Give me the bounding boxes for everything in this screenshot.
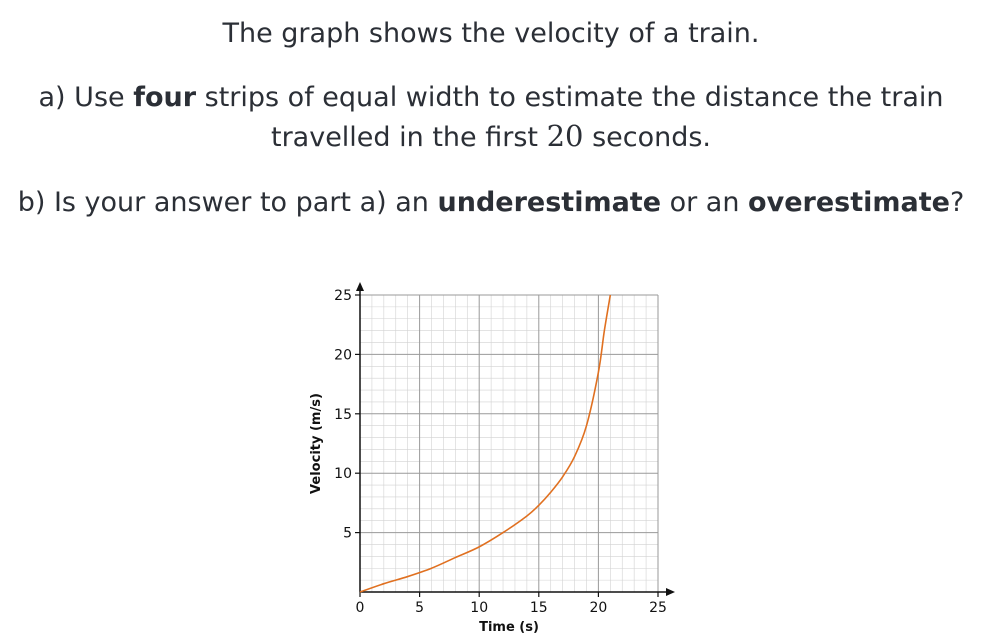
tick-labels: 0 5 10 15 20 25 5 10 15 20 25: [334, 288, 667, 616]
y-tick-label: 15: [334, 407, 352, 423]
y-tick-label: 5: [343, 526, 352, 542]
question-part-a-line-2: travelled in the first 20 seconds.: [0, 117, 982, 157]
x-tick-label: 0: [356, 600, 365, 616]
part-a2-prefix: travelled in the first: [270, 122, 547, 153]
part-b-prefix: b) Is your answer to part a) an: [17, 187, 438, 218]
question-line-1: The graph shows the velocity of a train.: [0, 15, 982, 53]
part-b-end: ?: [949, 187, 965, 218]
part-b-bold-overestimate: overestimate: [748, 187, 950, 218]
x-tick-label: 10: [470, 600, 488, 616]
intro-text: The graph shows the velocity of a train.: [222, 18, 760, 49]
x-tick-label: 15: [530, 600, 548, 616]
part-a2-number: 20: [546, 119, 584, 153]
x-axis-arrow-icon: [666, 588, 675, 596]
question-part-a-line-1: a) Use four strips of equal width to est…: [0, 79, 982, 117]
axes: [355, 282, 675, 597]
y-tick-label: 25: [334, 288, 352, 304]
minor-grid: [360, 295, 658, 592]
part-a-prefix: a) Use: [38, 82, 134, 113]
y-axis-label: Velocity (m/s): [309, 393, 324, 494]
question-part-b: b) Is your answer to part a) an underest…: [0, 184, 982, 222]
y-tick-label: 10: [334, 466, 352, 482]
part-a2-rest: seconds.: [583, 122, 712, 153]
y-tick-label: 20: [334, 347, 352, 363]
major-grid: [359, 294, 659, 593]
part-a-rest: strips of equal width to estimate the di…: [196, 82, 944, 113]
part-b-mid: or an: [661, 187, 749, 218]
velocity-curve: [359, 294, 612, 593]
x-tick-label: 20: [589, 600, 607, 616]
x-axis-label: Time (s): [479, 620, 539, 633]
part-b-bold-underestimate: underestimate: [437, 187, 662, 218]
x-tick-label: 5: [415, 600, 424, 616]
part-a-bold-four: four: [133, 82, 197, 113]
x-tick-label: 25: [649, 600, 667, 616]
y-axis-arrow-icon: [356, 282, 364, 291]
